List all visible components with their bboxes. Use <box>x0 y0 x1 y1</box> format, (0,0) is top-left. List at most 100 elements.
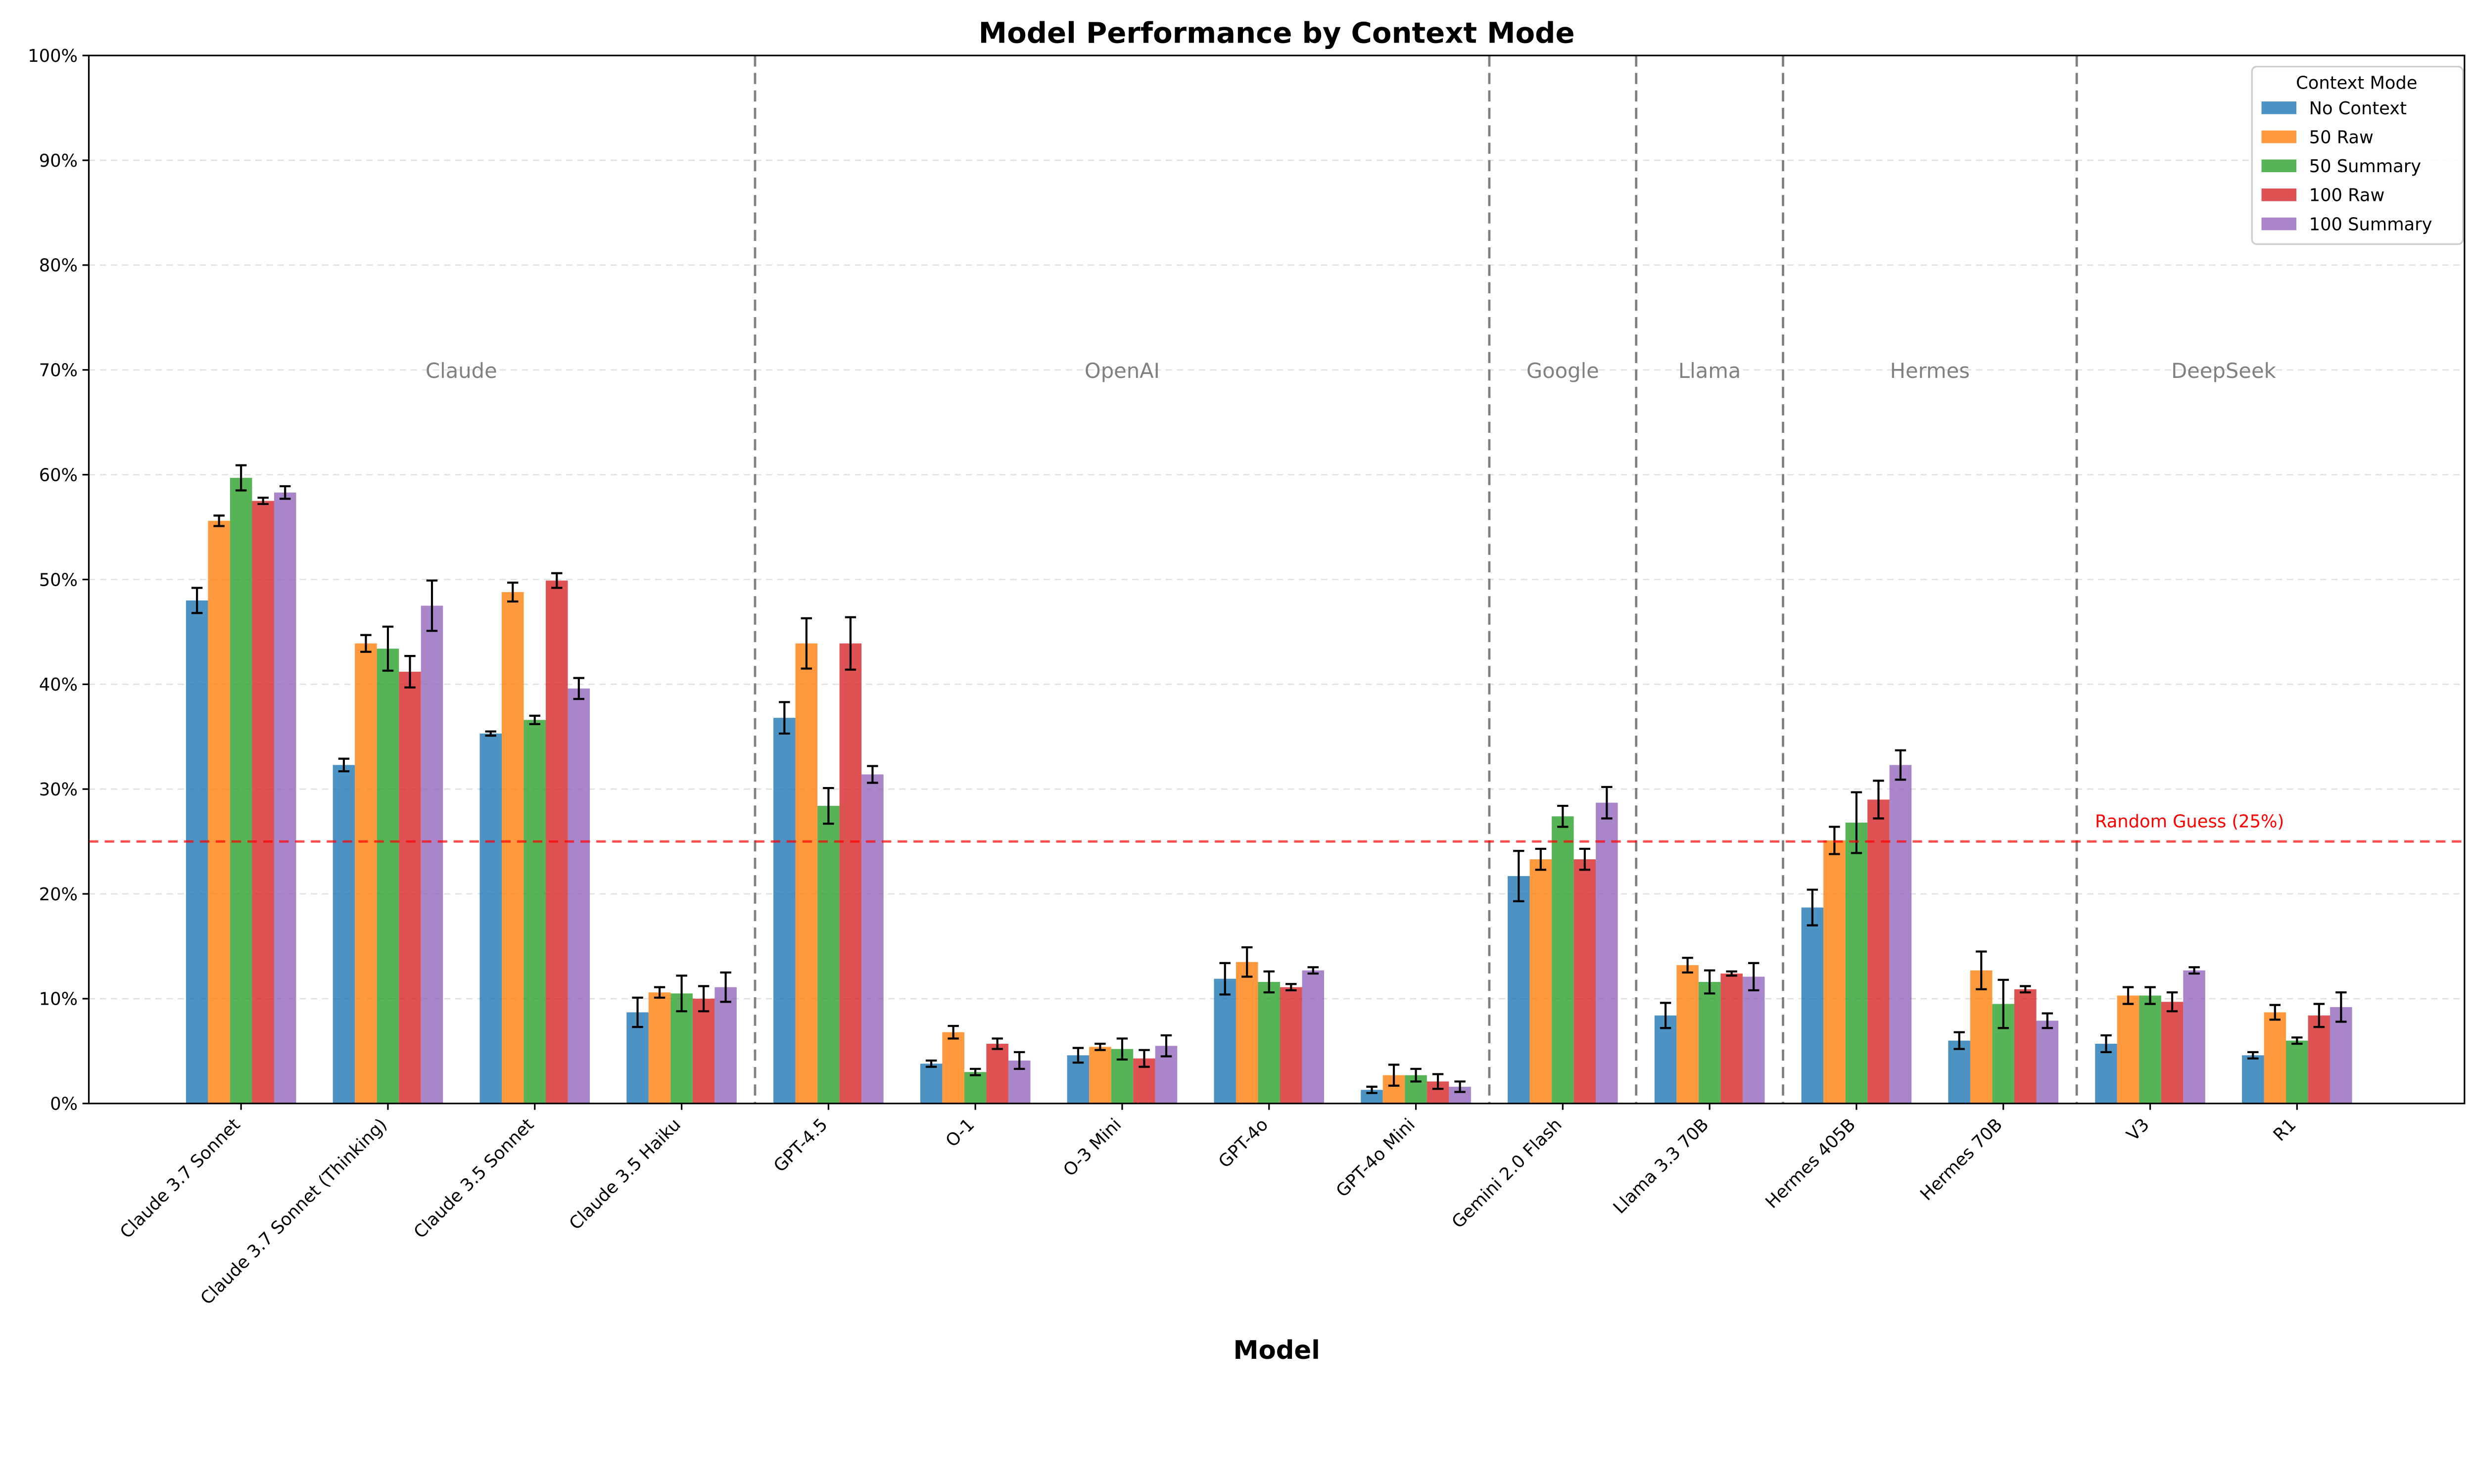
bar <box>208 520 230 1104</box>
y-tick-label: 90% <box>39 151 78 171</box>
plot-frame <box>88 54 2466 1105</box>
bar <box>1552 816 1574 1104</box>
bar <box>942 1032 964 1104</box>
legend-swatch <box>2261 101 2297 114</box>
legend-swatch <box>2261 217 2297 231</box>
y-tick-label: 0% <box>50 1094 78 1114</box>
bar <box>1720 974 1743 1104</box>
bar <box>1573 859 1596 1104</box>
bar <box>2139 995 2161 1104</box>
bar <box>399 671 421 1104</box>
y-tick-label: 20% <box>39 884 78 905</box>
bar <box>1596 802 1618 1104</box>
bar <box>1742 976 1765 1104</box>
bar <box>568 688 590 1104</box>
bar <box>1823 840 1846 1104</box>
legend-title: Context Mode <box>2296 73 2417 93</box>
x-tick-label: Llama 3.3 70B <box>1610 1114 1713 1218</box>
bar <box>377 649 399 1104</box>
legend: Context Mode No Context 50 Raw 50 Summary 10… <box>2251 66 2464 245</box>
bar <box>421 605 443 1104</box>
group-label: DeepSeek <box>2171 359 2276 383</box>
bar <box>1948 1040 1970 1104</box>
bar <box>1236 962 1258 1104</box>
bar <box>186 600 208 1104</box>
x-tick-label: R1 <box>2269 1114 2300 1145</box>
bar <box>1302 970 1325 1104</box>
bar <box>274 492 296 1104</box>
bar <box>2308 1015 2331 1104</box>
legend-label: No Context <box>2309 98 2407 119</box>
y-tick-label: 60% <box>39 465 78 485</box>
x-tick-label: GPT-4.5 <box>770 1114 832 1176</box>
x-tick-label: V3 <box>2123 1114 2153 1145</box>
bar <box>501 592 524 1104</box>
group-layer: Claude OpenAI Google Llama Hermes DeepSeek <box>426 55 2276 1104</box>
bar <box>1801 907 1824 1104</box>
bar <box>1089 1047 1111 1104</box>
bar <box>817 806 840 1104</box>
group-label: Llama <box>1678 359 1741 383</box>
group-label: Google <box>1526 359 1599 383</box>
bar <box>773 718 796 1104</box>
bar <box>920 1064 943 1104</box>
legend-swatch <box>2261 188 2297 201</box>
y-tick-label: 50% <box>39 570 78 590</box>
bar <box>355 643 377 1104</box>
group-label: OpenAI <box>1085 359 1160 383</box>
x-tick-label: GPT-4o Mini <box>1332 1114 1419 1201</box>
bar <box>1698 982 1721 1104</box>
legend-label: 50 Raw <box>2309 127 2374 147</box>
bar <box>2117 995 2140 1104</box>
bar <box>2014 989 2037 1104</box>
y-tick-label: 100% <box>28 46 78 66</box>
bar <box>523 720 546 1104</box>
bar <box>1970 970 1993 1104</box>
x-axis-label: Model <box>1233 1336 1320 1365</box>
legend-label: 50 Summary <box>2309 156 2421 177</box>
group-label: Claude <box>426 359 497 383</box>
bar <box>230 477 252 1104</box>
bar <box>964 1072 987 1104</box>
legend-swatch <box>2261 159 2297 173</box>
x-tick-label: Claude 3.7 Sonnet <box>116 1114 244 1243</box>
bar <box>1508 876 1530 1104</box>
bar <box>692 998 715 1104</box>
bar <box>714 987 737 1104</box>
y-tick-label: 80% <box>39 256 78 276</box>
bar <box>1676 965 1699 1104</box>
group-label: Hermes <box>1890 359 1970 383</box>
bar <box>861 774 884 1104</box>
bar <box>795 643 818 1104</box>
x-tick-label: GPT-4o <box>1215 1114 1272 1172</box>
x-tick-label: O-1 <box>942 1114 978 1151</box>
x-tick-label: Hermes 70B <box>1916 1114 2006 1205</box>
bar <box>2242 1055 2264 1104</box>
bar <box>252 501 274 1104</box>
bar <box>2264 1012 2286 1104</box>
y-tick-label: 30% <box>39 780 78 800</box>
bar-chart: Model Performance by Context Mode Model … <box>28 16 2466 1365</box>
chart-title: Model Performance by Context Mode <box>979 16 1575 50</box>
x-tick-label: Hermes 405B <box>1761 1114 1859 1212</box>
bar <box>333 765 355 1104</box>
bar <box>986 1044 1008 1104</box>
y-tick-label: 70% <box>39 361 78 381</box>
bar <box>648 992 671 1104</box>
bar <box>2161 1002 2184 1104</box>
x-tick-label: Claude 3.5 Sonnet <box>410 1114 538 1243</box>
bar <box>1214 978 1236 1104</box>
bar <box>2286 1040 2308 1104</box>
bar <box>2095 1044 2117 1104</box>
bar <box>479 733 502 1104</box>
grid-layer <box>89 159 2465 1000</box>
bar <box>2036 1020 2059 1104</box>
bar <box>1867 799 1890 1104</box>
x-tick-label: O-3 Mini <box>1059 1114 1125 1180</box>
bar <box>1529 859 1552 1104</box>
bars-layer: Random Guess (25%) <box>89 464 2465 1104</box>
x-tick-label: Claude 3.5 Haiku <box>565 1114 684 1234</box>
bar <box>1654 1015 1677 1104</box>
legend-label: 100 Summary <box>2309 214 2432 234</box>
bar <box>1889 765 1912 1104</box>
